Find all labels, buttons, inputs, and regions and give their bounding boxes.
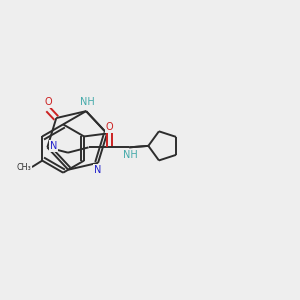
Text: O: O (105, 122, 113, 132)
Text: CH₃: CH₃ (16, 163, 31, 172)
Text: NH: NH (123, 150, 138, 160)
Text: N: N (50, 141, 58, 151)
Text: O: O (44, 97, 52, 107)
Text: NH: NH (80, 97, 95, 107)
Text: N: N (94, 165, 101, 175)
